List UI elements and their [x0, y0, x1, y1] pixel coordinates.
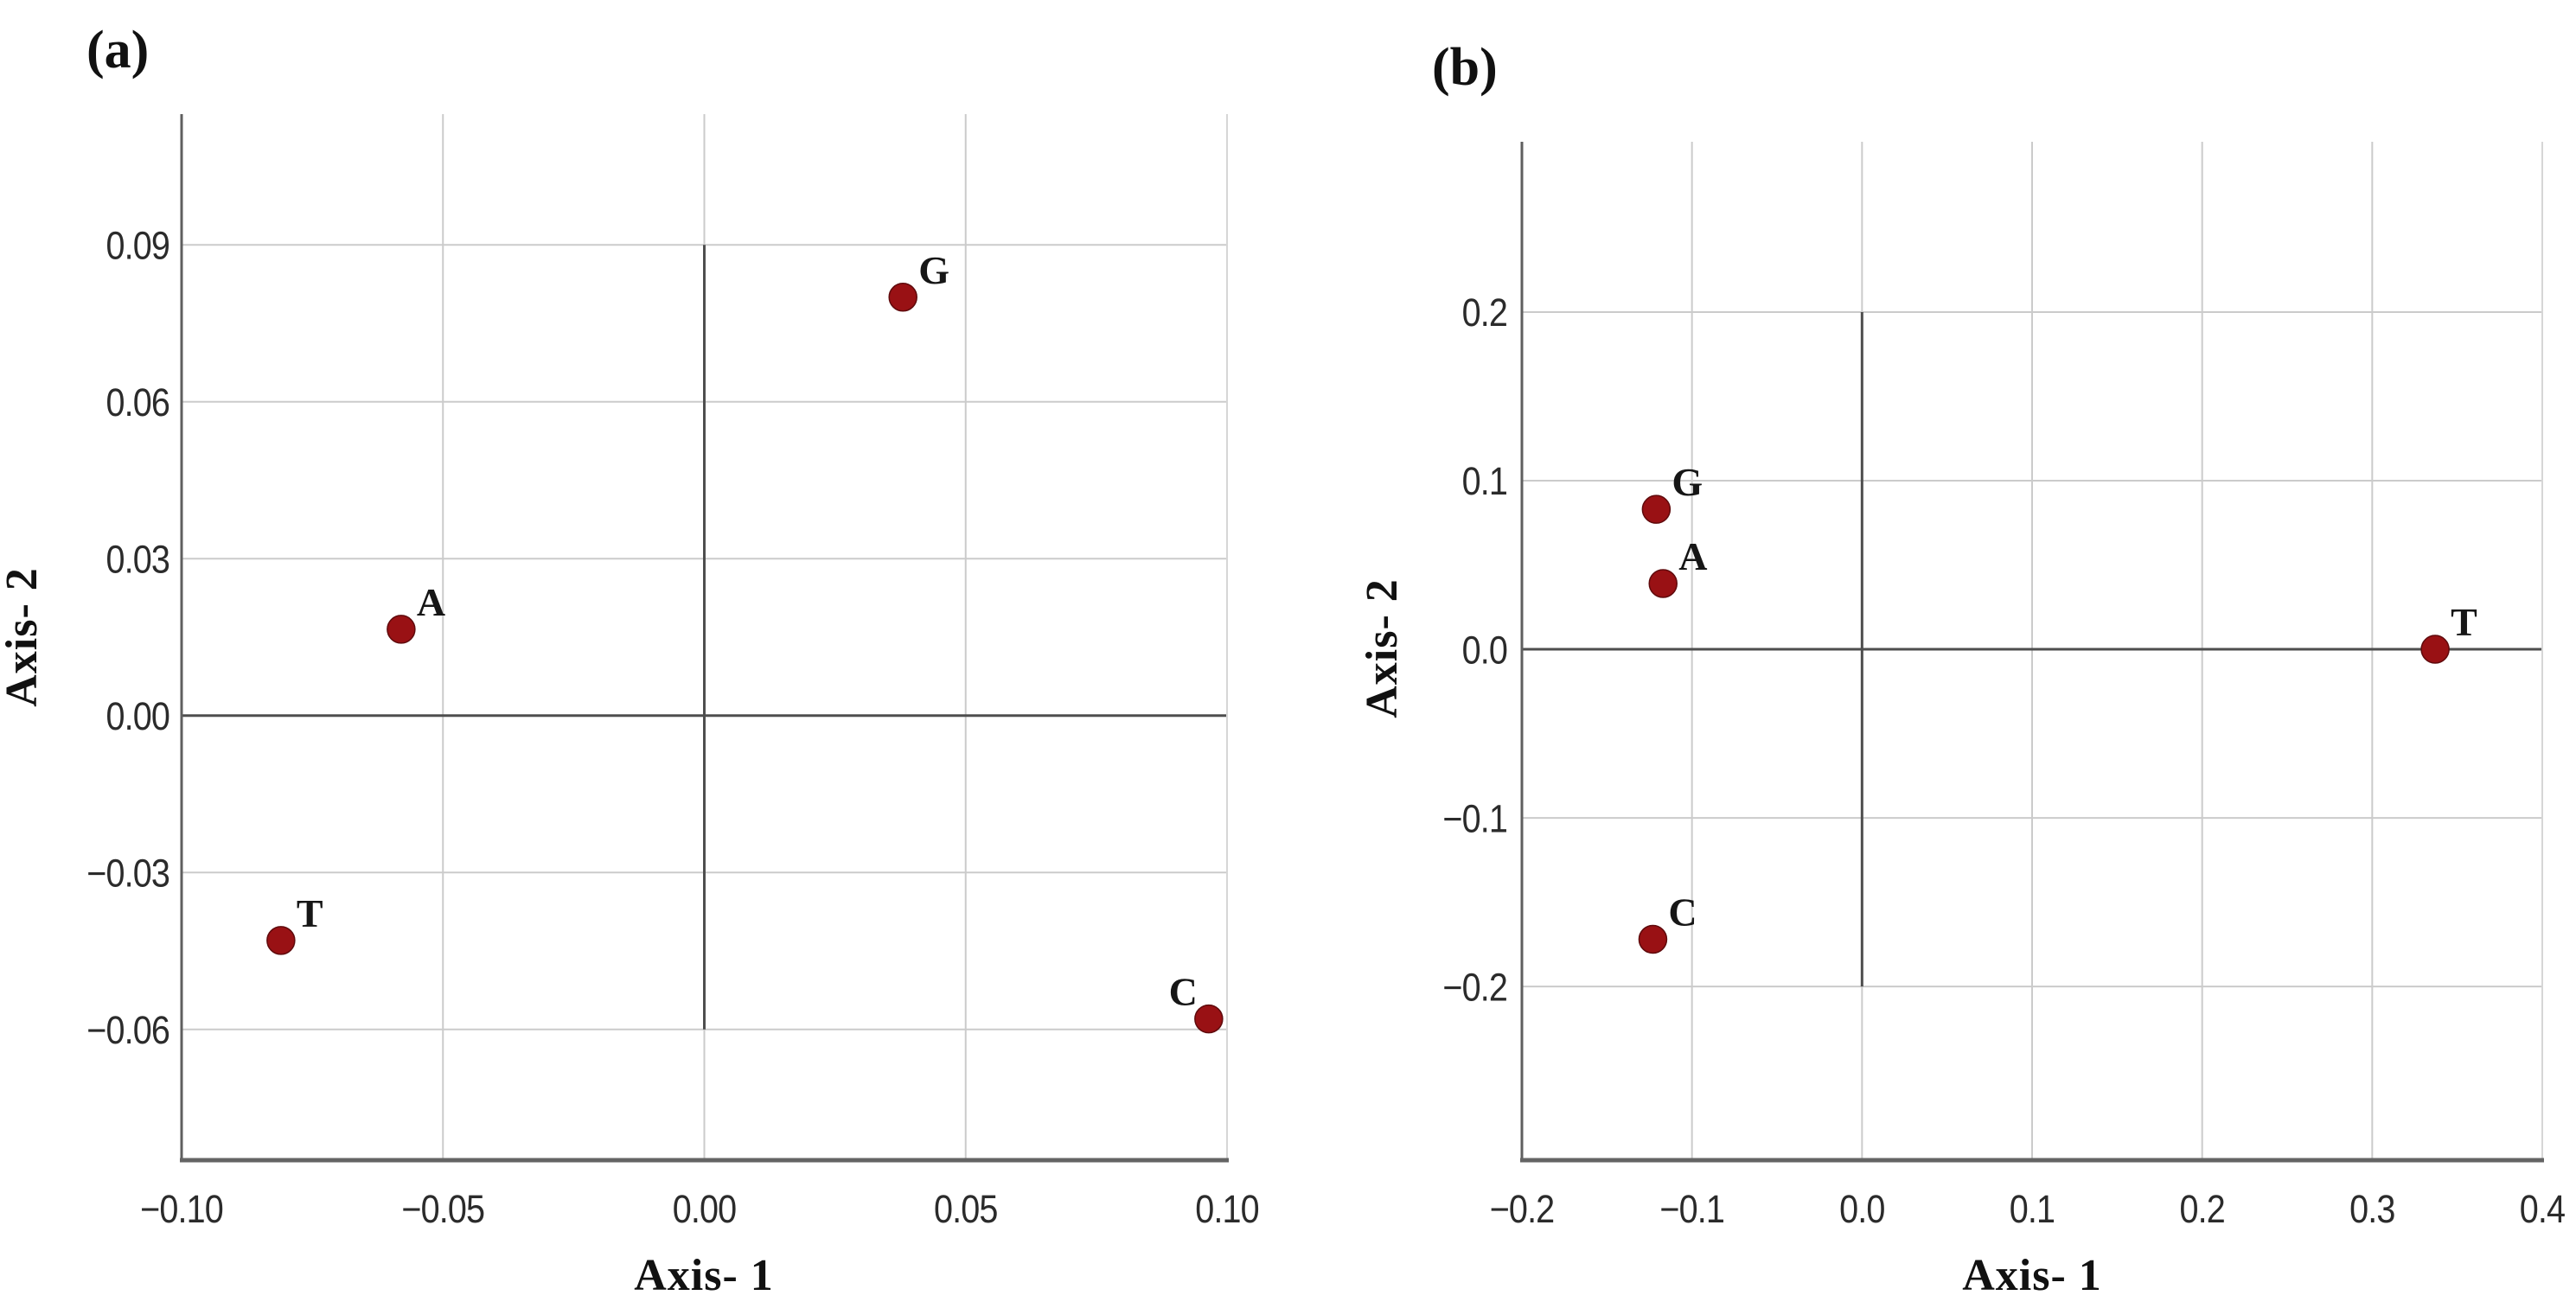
y-tick-label: 0.2: [1462, 291, 1507, 335]
point-label-G: G: [1672, 460, 1703, 504]
y-tick-label-group: −0.06: [86, 1009, 170, 1052]
y-tick-label-group: 0.0: [1462, 628, 1508, 672]
y-tick-label-group: 0.00: [105, 695, 169, 738]
point-label-C: C: [1668, 890, 1697, 935]
x-tick-label-group: 0.00: [673, 1188, 737, 1231]
point-label-G: G: [918, 248, 949, 292]
y-tick-label: −0.2: [1442, 966, 1507, 1009]
point-A: [1648, 569, 1678, 598]
point-label-T: T: [297, 891, 323, 935]
x-tick-label: 0.2: [2179, 1188, 2224, 1231]
x-tick-label-group: −0.2: [1490, 1188, 1556, 1231]
y-tick-label-group: 0.1: [1462, 460, 1508, 503]
x-tick-label-group: 0.3: [2349, 1188, 2395, 1231]
point-T: [266, 926, 296, 955]
y-tick-label: 0.00: [105, 695, 169, 738]
x-axis-title: Axis- 1: [634, 1251, 774, 1300]
y-tick-label: 0.0: [1462, 628, 1507, 672]
panel-tag-a: (a): [86, 21, 149, 80]
x-tick-label-group: 0.1: [2010, 1188, 2055, 1231]
x-tick-label-group: −0.05: [401, 1188, 485, 1231]
x-tick-label-group: 0.2: [2179, 1188, 2225, 1231]
y-tick-label: 0.09: [105, 224, 169, 267]
y-tick-label: −0.1: [1442, 797, 1507, 840]
y-tick-label: 0.1: [1462, 460, 1507, 503]
y-tick-label: 0.03: [105, 538, 169, 581]
x-tick-label: 0.0: [1839, 1188, 1884, 1231]
point-A: [387, 615, 416, 644]
point-label-A: A: [417, 580, 445, 624]
x-tick-label-group: 0.05: [934, 1188, 998, 1231]
y-tick-label-group: 0.06: [105, 381, 169, 424]
point-label-A: A: [1678, 534, 1707, 578]
x-tick-label: 0.00: [673, 1188, 737, 1231]
point-label-C: C: [1169, 970, 1198, 1014]
x-axis-title: Axis- 1: [1962, 1251, 2102, 1300]
point-T: [2420, 635, 2450, 664]
x-tick-label: −0.05: [401, 1188, 484, 1231]
x-tick-label-group: 0.0: [1839, 1188, 1885, 1231]
panel-tag-b: (b): [1432, 38, 1498, 97]
y-tick-label-group: −0.03: [86, 852, 170, 895]
x-tick-label: −0.10: [140, 1188, 223, 1231]
point-C: [1638, 924, 1668, 954]
y-tick-label: −0.03: [86, 852, 169, 895]
point-label-T: T: [2451, 600, 2477, 644]
y-tick-label-group: −0.1: [1442, 797, 1508, 840]
x-tick-label-group: −0.1: [1659, 1188, 1725, 1231]
y-tick-label-group: 0.09: [105, 224, 169, 267]
y-axis-title: Axis- 2: [1358, 578, 1407, 718]
point-G: [888, 283, 917, 312]
x-tick-label: 0.3: [2349, 1188, 2394, 1231]
y-tick-label-group: −0.2: [1442, 966, 1508, 1009]
x-tick-label: 0.10: [1195, 1188, 1259, 1231]
y-tick-label-group: 0.03: [105, 538, 169, 581]
point-G: [1641, 494, 1672, 524]
x-tick-label: 0.1: [2010, 1188, 2055, 1231]
y-tick-label-group: 0.2: [1462, 291, 1508, 335]
x-tick-label-group: 0.10: [1195, 1188, 1259, 1231]
y-tick-label: 0.06: [105, 381, 169, 424]
point-C: [1194, 1004, 1224, 1034]
x-tick-label: −0.2: [1490, 1188, 1555, 1231]
y-axis-title: Axis- 2: [0, 567, 47, 707]
y-tick-label: −0.06: [86, 1009, 169, 1052]
x-tick-label: 0.4: [2520, 1188, 2566, 1231]
x-tick-label-group: −0.10: [140, 1188, 224, 1231]
x-tick-label-group: 0.4: [2520, 1188, 2566, 1231]
x-tick-label: 0.05: [934, 1188, 998, 1231]
x-tick-label: −0.1: [1659, 1188, 1724, 1231]
